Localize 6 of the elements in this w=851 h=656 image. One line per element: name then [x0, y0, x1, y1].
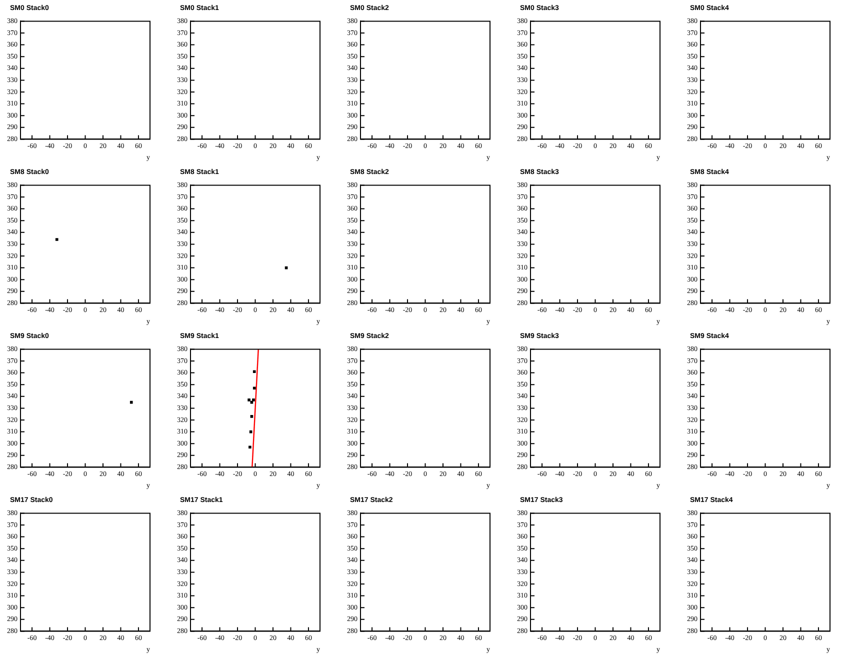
point	[252, 370, 256, 374]
point	[250, 415, 254, 418]
point	[252, 386, 256, 390]
point	[248, 446, 252, 449]
point	[252, 398, 255, 402]
point	[248, 398, 250, 402]
